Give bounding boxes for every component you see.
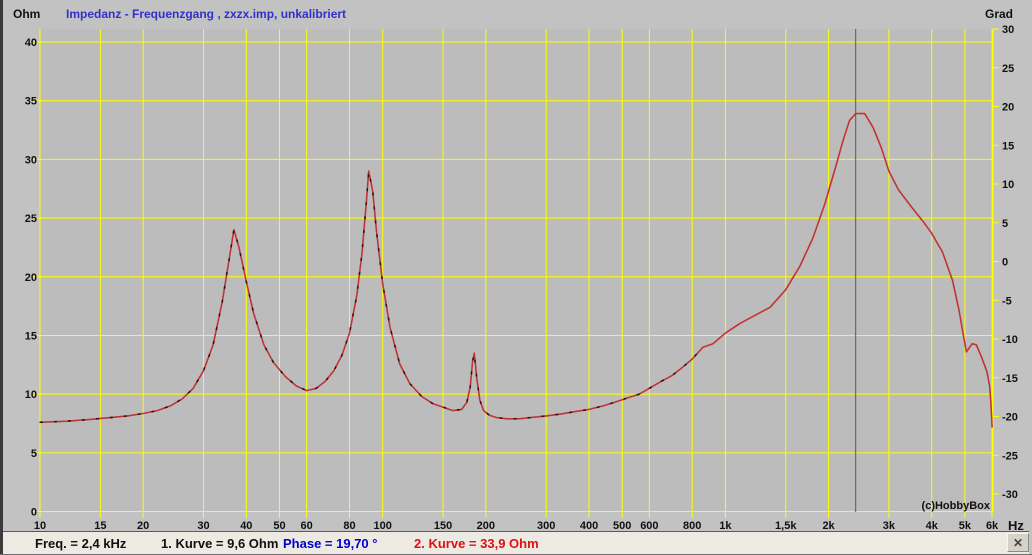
- right-tick-label-15: 15: [1002, 140, 1014, 152]
- right-tick-label--15: -15: [1002, 373, 1018, 385]
- left-tick-label-5: 5: [31, 448, 37, 460]
- x-axis-unit-label: Hz: [1008, 518, 1024, 531]
- status-frequency-readout: Freq. = 2,4 kHz: [35, 536, 127, 551]
- status-bar: Freq. = 2,4 kHz 1. Kurve = 9,6 Ohm Phase…: [3, 531, 1029, 554]
- status-phase-readout: Phase = 19,70 °: [283, 536, 378, 551]
- right-tick-label-30: 30: [1002, 24, 1014, 36]
- left-tick-label-30: 30: [25, 154, 37, 166]
- right-tick-label--20: -20: [1002, 412, 1018, 424]
- plot-area: [40, 29, 993, 512]
- watermark-hobbybox: (c)HobbyBox: [922, 500, 991, 512]
- x-tick-label-400: 400: [580, 520, 598, 531]
- x-tick-label-800: 800: [683, 520, 701, 531]
- right-axis-unit-label: Grad: [985, 7, 1014, 21]
- chart-title: Impedanz - Frequenzgang , zxzx.imp, unka…: [66, 7, 347, 21]
- right-tick-label-5: 5: [1002, 218, 1008, 230]
- x-tick-label-300: 300: [537, 520, 555, 531]
- x-tick-label-60: 60: [301, 520, 313, 531]
- status-curve1-readout: 1. Kurve = 9,6 Ohm: [161, 536, 279, 551]
- x-tick-label-1,5k: 1,5k: [775, 520, 797, 531]
- x-tick-label-150: 150: [434, 520, 452, 531]
- x-tick-label-500: 500: [613, 520, 631, 531]
- right-tick-label--25: -25: [1002, 450, 1018, 462]
- left-tick-label-20: 20: [25, 272, 37, 284]
- right-tick-label-10: 10: [1002, 179, 1014, 191]
- x-tick-label-100: 100: [374, 520, 392, 531]
- x-tick-label-80: 80: [343, 520, 355, 531]
- status-curve2-readout: 2. Kurve = 33,9 Ohm: [414, 536, 539, 551]
- x-tick-label-30: 30: [197, 520, 209, 531]
- x-tick-label-3k: 3k: [883, 520, 896, 531]
- right-tick-label-20: 20: [1002, 102, 1014, 114]
- x-tick-label-5k: 5k: [959, 520, 972, 531]
- left-tick-label-40: 40: [25, 37, 37, 49]
- left-tick-label-10: 10: [25, 389, 37, 401]
- x-tick-label-2k: 2k: [822, 520, 835, 531]
- x-tick-label-600: 600: [640, 520, 658, 531]
- curve-1-black: [39, 170, 704, 424]
- x-tick-label-4k: 4k: [926, 520, 939, 531]
- close-button[interactable]: ✕: [1007, 533, 1029, 552]
- left-axis-unit-label: Ohm: [13, 7, 41, 21]
- window-left-edge: [0, 0, 3, 555]
- x-tick-label-10: 10: [34, 520, 46, 531]
- right-tick-label--10: -10: [1002, 334, 1018, 346]
- right-tick-label--5: -5: [1002, 295, 1012, 307]
- left-tick-label-25: 25: [25, 213, 37, 225]
- left-tick-label-35: 35: [25, 96, 37, 108]
- x-tick-label-50: 50: [273, 520, 285, 531]
- x-tick-label-40: 40: [240, 520, 252, 531]
- x-tick-label-200: 200: [477, 520, 495, 531]
- x-tick-label-15: 15: [94, 520, 106, 531]
- x-tick-label-20: 20: [137, 520, 149, 531]
- left-tick-label-15: 15: [25, 330, 37, 342]
- right-tick-label-0: 0: [1002, 257, 1008, 269]
- x-tick-label-1k: 1k: [719, 520, 732, 531]
- left-tick-label-0: 0: [31, 507, 37, 519]
- x-tick-label-6k: 6k: [986, 520, 999, 531]
- right-tick-label-25: 25: [1002, 63, 1014, 75]
- right-tick-label--30: -30: [1002, 489, 1018, 501]
